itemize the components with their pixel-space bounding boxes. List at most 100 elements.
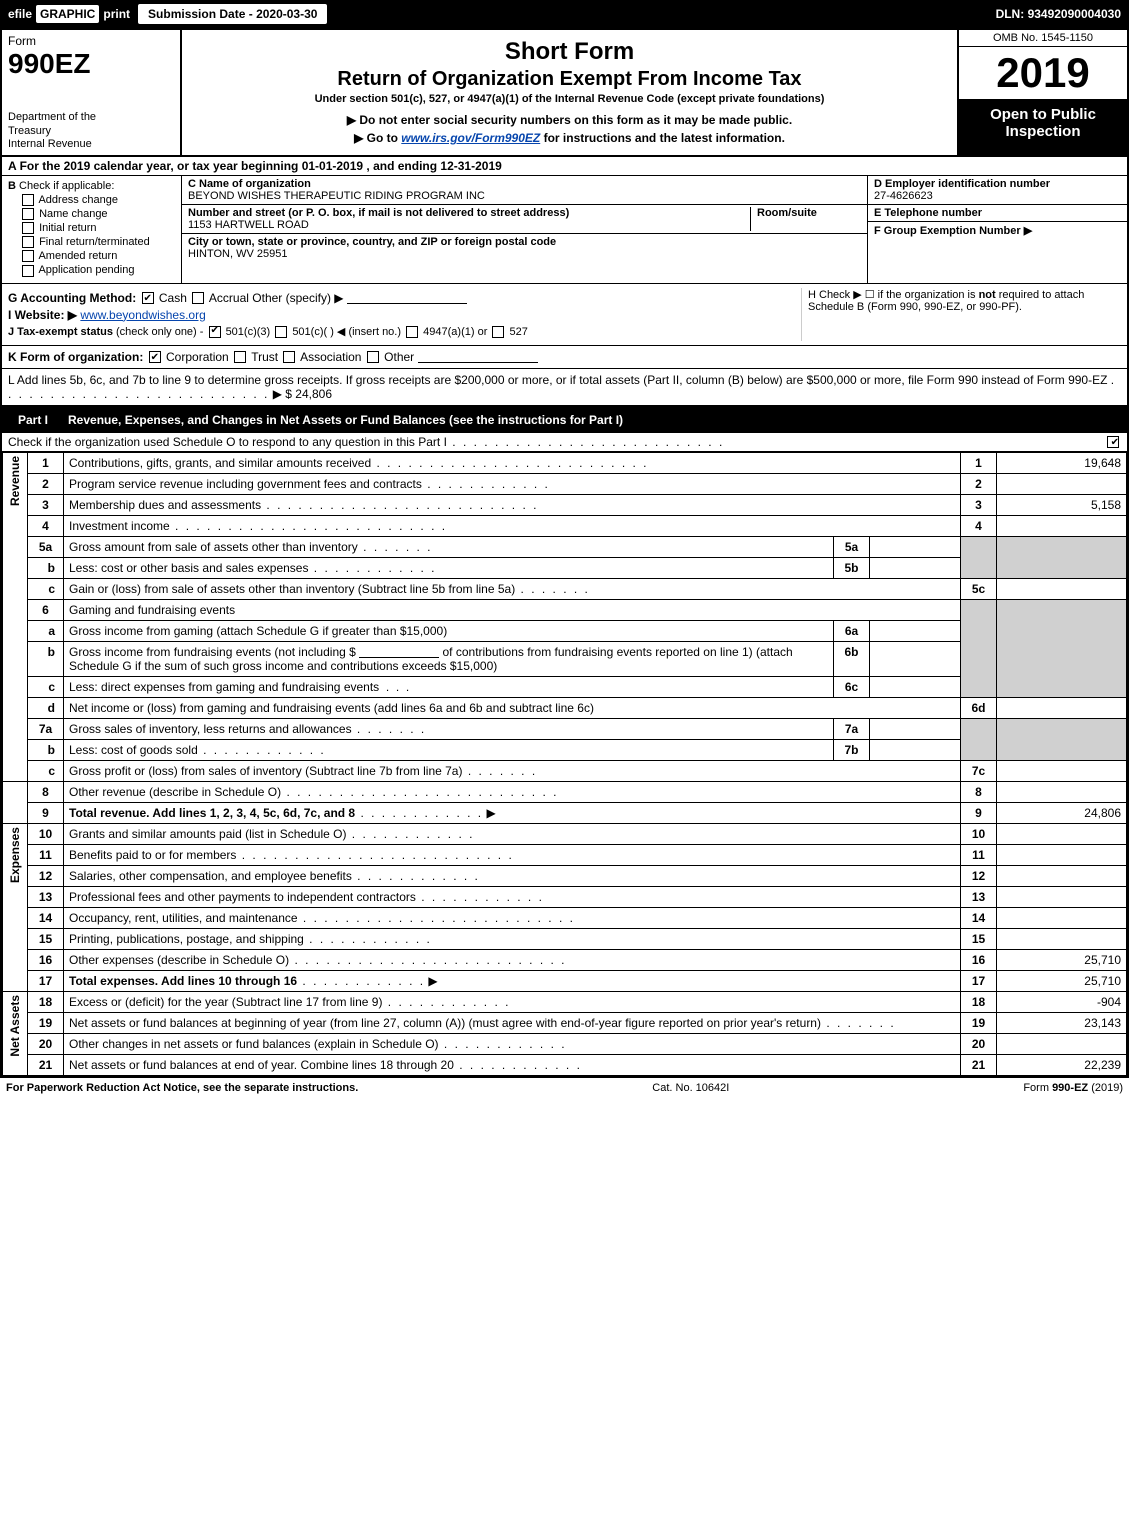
vtab-rev-spacer <box>3 781 28 823</box>
chk-application-pending[interactable]: Application pending <box>20 264 175 276</box>
l17-desc: Total expenses. Add lines 10 through 16 <box>69 974 297 988</box>
chk-association[interactable] <box>283 351 295 363</box>
l10-desc: Grants and similar amounts paid (list in… <box>69 827 474 841</box>
chk-final-return[interactable]: Final return/terminated <box>20 236 175 248</box>
l14-col: 14 <box>961 907 997 928</box>
l5c-num: c <box>28 578 64 599</box>
graphic-label: GRAPHIC <box>36 5 99 23</box>
vtab-revenue: Revenue <box>8 456 22 506</box>
h-not: not <box>979 289 996 301</box>
l5ab-grey <box>961 536 997 578</box>
submission-date-badge: Submission Date - 2020-03-30 <box>138 4 327 24</box>
l6a-desc: Gross income from gaming (attach Schedul… <box>64 621 834 641</box>
l6a-inval <box>870 621 960 641</box>
header-arrow2: ▶ Go to www.irs.gov/Form990EZ for instru… <box>192 131 947 145</box>
l5a-innum: 5a <box>834 537 870 557</box>
l6-num: 6 <box>28 599 64 620</box>
l7ab-grey-amt <box>997 718 1127 760</box>
l7c-amt <box>997 760 1127 781</box>
l1-desc: Contributions, gifts, grants, and simila… <box>69 456 649 470</box>
irs-link[interactable]: www.irs.gov/Form990EZ <box>401 131 540 145</box>
ein-label: D Employer identification number <box>874 178 1121 190</box>
efile-label: efile <box>8 7 32 21</box>
l9-arrow: ▶ <box>486 806 495 820</box>
info-grid: B Check if applicable: Address change Na… <box>2 176 1127 284</box>
tax-year: 2019 <box>959 47 1127 100</box>
header-arrow1: ▶ Do not enter social security numbers o… <box>192 113 947 127</box>
l20-amt <box>997 1033 1127 1054</box>
l14-num: 14 <box>28 907 64 928</box>
l13-amt <box>997 886 1127 907</box>
l6b-blank[interactable] <box>359 646 439 658</box>
section-a-period: A For the 2019 calendar year, or tax yea… <box>2 157 1127 176</box>
l2-desc: Program service revenue including govern… <box>69 477 550 491</box>
l9-amt: 24,806 <box>997 802 1127 823</box>
website-link[interactable]: www.beyondwishes.org <box>80 308 205 322</box>
l5b-innum: 5b <box>834 558 870 578</box>
dln-value: 93492090004030 <box>1028 7 1121 21</box>
l6-desc: Gaming and fundraising events <box>64 599 961 620</box>
l11-desc: Benefits paid to or for members <box>69 848 514 862</box>
l7c-desc: Gross profit or (loss) from sales of inv… <box>69 764 537 778</box>
form-word: Form <box>8 34 174 48</box>
other-specify-line[interactable] <box>347 292 467 304</box>
l6abc-grey <box>961 599 997 697</box>
l5ab-grey-amt <box>997 536 1127 578</box>
l6b-desc1: Gross income from fundraising events (no… <box>69 645 356 659</box>
chk-trust[interactable] <box>234 351 246 363</box>
arrow2-pre: ▶ Go to <box>354 131 401 145</box>
chk-name-change[interactable]: Name change <box>20 208 175 220</box>
l15-desc: Printing, publications, postage, and shi… <box>69 932 432 946</box>
ein-value: 27-4626623 <box>874 190 1121 202</box>
l-value: 24,806 <box>295 387 332 401</box>
l16-num: 16 <box>28 949 64 970</box>
l5c-col: 5c <box>961 578 997 599</box>
chk-schedule-o[interactable] <box>1107 436 1119 448</box>
chk-accrual[interactable] <box>192 292 204 304</box>
chk-501c3[interactable] <box>209 326 221 338</box>
row-j: J Tax-exempt status (check only one) - 5… <box>8 325 801 338</box>
chk-initial-return[interactable]: Initial return <box>20 222 175 234</box>
chk-address-change[interactable]: Address change <box>20 194 175 206</box>
l15-amt <box>997 928 1127 949</box>
org-name-value: BEYOND WISHES THERAPEUTIC RIDING PROGRAM… <box>188 190 861 202</box>
l6a-cell: Gross income from gaming (attach Schedul… <box>64 620 961 641</box>
l2-num: 2 <box>28 473 64 494</box>
l13-num: 13 <box>28 886 64 907</box>
l12-amt <box>997 865 1127 886</box>
l15-num: 15 <box>28 928 64 949</box>
form-title-short-form: Short Form <box>192 38 947 66</box>
l10-num: 10 <box>28 823 64 844</box>
schedule-o-check-row: Check if the organization used Schedule … <box>2 433 1127 452</box>
l7a-innum: 7a <box>834 719 870 739</box>
part-i-header: Part I Revenue, Expenses, and Changes in… <box>2 407 1127 433</box>
topbar: efile GRAPHIC print Submission Date - 20… <box>0 0 1129 28</box>
l8-desc: Other revenue (describe in Schedule O) <box>69 785 558 799</box>
l5a-inval <box>870 537 960 557</box>
l7a-num: 7a <box>28 718 64 739</box>
l10-col: 10 <box>961 823 997 844</box>
chk-corporation[interactable] <box>149 351 161 363</box>
other-org-line[interactable] <box>418 351 538 363</box>
l19-col: 19 <box>961 1012 997 1033</box>
chk-other-org[interactable] <box>367 351 379 363</box>
i-label: I Website: ▶ <box>8 308 77 322</box>
chk-4947[interactable] <box>406 326 418 338</box>
chk-501c[interactable] <box>275 326 287 338</box>
chk-amended-return[interactable]: Amended return <box>20 250 175 262</box>
header-right: OMB No. 1545-1150 2019 Open to Public In… <box>957 30 1127 155</box>
l7b-num: b <box>28 739 64 760</box>
chk-527[interactable] <box>492 326 504 338</box>
row-i: I Website: ▶ www.beyondwishes.org <box>8 308 801 322</box>
l3-amt: 5,158 <box>997 494 1127 515</box>
print-label[interactable]: print <box>103 7 130 21</box>
telephone-label: E Telephone number <box>874 207 1121 219</box>
l9-col: 9 <box>961 802 997 823</box>
part-i-table: Revenue 1 Contributions, gifts, grants, … <box>2 452 1127 1076</box>
l21-desc: Net assets or fund balances at end of ye… <box>69 1058 582 1072</box>
l5b-cell: Less: cost or other basis and sales expe… <box>64 557 961 578</box>
dept-line1: Department of the <box>8 111 174 124</box>
l1-num: 1 <box>28 452 64 473</box>
chk-cash[interactable] <box>142 292 154 304</box>
l11-amt <box>997 844 1127 865</box>
